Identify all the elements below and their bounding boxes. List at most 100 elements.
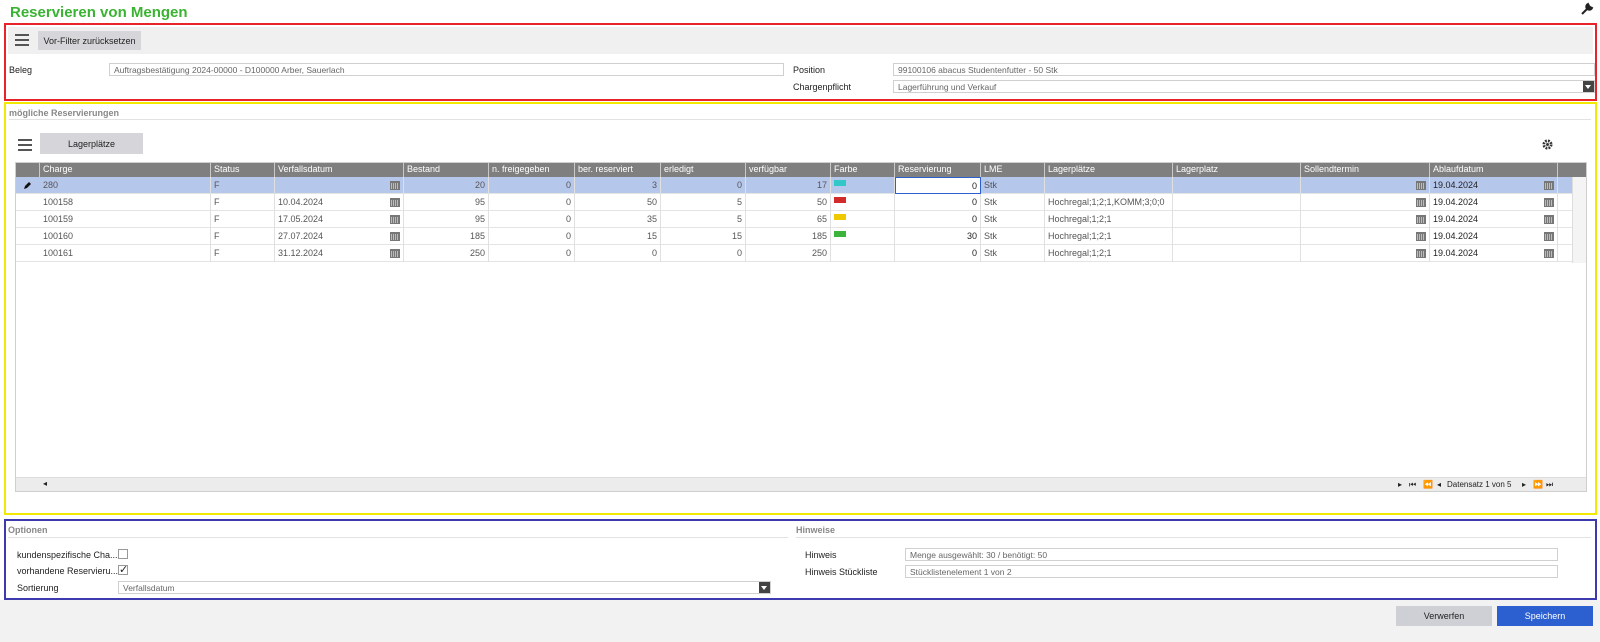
table-cell-erledigt[interactable]: 0: [661, 245, 746, 262]
table-cell-farbe[interactable]: [831, 177, 895, 194]
table-cell-verfall[interactable]: 17.05.2024: [275, 211, 404, 228]
table-cell-nfrei[interactable]: 0: [489, 245, 575, 262]
table-cell-nfrei[interactable]: 0: [489, 228, 575, 245]
menu-icon[interactable]: [15, 34, 29, 46]
calendar-icon[interactable]: [1416, 198, 1426, 207]
table-cell-bestand[interactable]: 95: [404, 211, 489, 228]
table-cell-ablauf[interactable]: 19.04.2024: [1430, 228, 1558, 245]
table-cell-bestand[interactable]: 20: [404, 177, 489, 194]
table-cell-lme[interactable]: Stk: [981, 177, 1045, 194]
table-cell-verfuegbar[interactable]: 185: [746, 228, 831, 245]
table-cell-status[interactable]: F: [211, 228, 275, 245]
table-cell-nfrei[interactable]: 0: [489, 211, 575, 228]
calendar-icon[interactable]: [1416, 232, 1426, 241]
column-header-verfallsdatum[interactable]: Verfallsdatum: [275, 163, 404, 177]
pager-scroll-icon[interactable]: ▸: [1398, 480, 1403, 489]
column-header-erledigt[interactable]: erledigt: [661, 163, 746, 177]
table-cell-charge[interactable]: 100158: [40, 194, 211, 211]
column-header-ber-reserviert[interactable]: ber. reserviert: [575, 163, 661, 177]
table-cell-farbe[interactable]: [831, 228, 895, 245]
table-cell-bestand[interactable]: 95: [404, 194, 489, 211]
chevron-down-icon[interactable]: [1583, 81, 1594, 92]
column-header-charge[interactable]: Charge: [40, 163, 211, 177]
table-cell-erledigt[interactable]: 5: [661, 194, 746, 211]
wrench-icon[interactable]: [1580, 2, 1594, 16]
table-cell-soll[interactable]: [1301, 194, 1430, 211]
table-cell-ablauf[interactable]: 19.04.2024: [1430, 177, 1558, 194]
table-cell-reservierung[interactable]: 30: [895, 228, 981, 245]
column-header-ablaufdatum[interactable]: Ablaufdatum: [1430, 163, 1558, 177]
table-cell-verfall[interactable]: 27.07.2024: [275, 228, 404, 245]
table-cell-verfuegbar[interactable]: 250: [746, 245, 831, 262]
table-cell-reservierung[interactable]: 0: [895, 177, 981, 194]
table-cell-verfuegbar[interactable]: 65: [746, 211, 831, 228]
calendar-icon[interactable]: [390, 181, 400, 190]
table-cell-status[interactable]: F: [211, 245, 275, 262]
last-page-icon[interactable]: ⏭: [1546, 480, 1554, 489]
table-cell-lagerplaetze[interactable]: [1045, 177, 1173, 194]
table-cell-berres[interactable]: 15: [575, 228, 661, 245]
vertical-scrollbar[interactable]: [1572, 177, 1586, 263]
table-cell-lagerplatz[interactable]: [1173, 245, 1301, 262]
table-cell-lagerplatz[interactable]: [1173, 211, 1301, 228]
table-cell-reservierung[interactable]: 0: [895, 245, 981, 262]
calendar-icon[interactable]: [1544, 215, 1554, 224]
calendar-icon[interactable]: [1544, 181, 1554, 190]
table-cell-bestand[interactable]: 185: [404, 228, 489, 245]
table-cell-verfall[interactable]: 10.04.2024: [275, 194, 404, 211]
column-header-lagerplaetze[interactable]: Lagerplätze: [1045, 163, 1173, 177]
table-cell-berres[interactable]: 50: [575, 194, 661, 211]
table-cell-charge[interactable]: 100161: [40, 245, 211, 262]
table-row[interactable]: 100160 F 27.07.2024 185 0 15 15 185 30 Stk Hochreg…: [16, 228, 1586, 245]
chevron-down-icon[interactable]: [759, 582, 770, 593]
table-row[interactable]: 100161 F 31.12.2024 250 0 0 0 250 0 Stk Hochregal;…: [16, 245, 1586, 262]
calendar-icon[interactable]: [1416, 249, 1426, 258]
column-header-farbe[interactable]: Farbe: [831, 163, 895, 177]
scroll-left-icon[interactable]: ◂: [43, 479, 48, 488]
kundenspezifisch-checkbox[interactable]: [118, 549, 128, 559]
table-cell-reservierung[interactable]: 0: [895, 194, 981, 211]
table-cell-erledigt[interactable]: 5: [661, 211, 746, 228]
table-cell-status[interactable]: F: [211, 177, 275, 194]
table-cell-lme[interactable]: Stk: [981, 228, 1045, 245]
table-row[interactable]: 280 F 20 0 3 0 17 0 Stk 19.04.2024: [16, 177, 1586, 194]
table-cell-lagerplatz[interactable]: [1173, 228, 1301, 245]
calendar-icon[interactable]: [390, 215, 400, 224]
column-header-reservierung[interactable]: Reservierung: [895, 163, 981, 177]
calendar-icon[interactable]: [1544, 232, 1554, 241]
table-cell-berres[interactable]: 35: [575, 211, 661, 228]
calendar-icon[interactable]: [1416, 215, 1426, 224]
table-cell-lagerplaetze[interactable]: Hochregal;1;2;1,KOMM;3;0;0: [1045, 194, 1173, 211]
table-cell-ablauf[interactable]: 19.04.2024: [1430, 245, 1558, 262]
table-cell-charge[interactable]: 280: [40, 177, 211, 194]
table-cell-ablauf[interactable]: 19.04.2024: [1430, 211, 1558, 228]
table-cell-soll[interactable]: [1301, 211, 1430, 228]
table-cell-lagerplaetze[interactable]: Hochregal;1;2;1: [1045, 211, 1173, 228]
table-cell-lagerplaetze[interactable]: Hochregal;1;2;1: [1045, 245, 1173, 262]
table-cell-erledigt[interactable]: 15: [661, 228, 746, 245]
table-cell-lme[interactable]: Stk: [981, 245, 1045, 262]
previous-pages-icon[interactable]: ⏪: [1423, 480, 1433, 489]
table-cell-farbe[interactable]: [831, 245, 895, 262]
table-cell-soll[interactable]: [1301, 228, 1430, 245]
lagerplaetze-button[interactable]: Lagerplätze: [40, 133, 143, 154]
table-cell-lme[interactable]: Stk: [981, 194, 1045, 211]
table-cell-verfall[interactable]: [275, 177, 404, 194]
table-cell-farbe[interactable]: [831, 211, 895, 228]
stueckliste-field[interactable]: Stücklistenelement 1 von 2: [905, 565, 1558, 578]
calendar-icon[interactable]: [390, 232, 400, 241]
next-pages-icon[interactable]: ⏩: [1533, 480, 1543, 489]
table-cell-verfall[interactable]: 31.12.2024: [275, 245, 404, 262]
sortierung-dropdown[interactable]: Verfallsdatum: [118, 581, 771, 594]
grid-menu-icon[interactable]: [18, 139, 32, 151]
table-cell-reservierung[interactable]: 0: [895, 211, 981, 228]
table-cell-lagerplaetze[interactable]: Hochregal;1;2;1: [1045, 228, 1173, 245]
table-cell-ablauf[interactable]: 19.04.2024: [1430, 194, 1558, 211]
table-row[interactable]: 100158 F 10.04.2024 95 0 50 5 50 0 Stk Hochregal;1…: [16, 194, 1586, 211]
save-button[interactable]: Speichern: [1497, 606, 1593, 626]
table-cell-status[interactable]: F: [211, 194, 275, 211]
column-header-bestand[interactable]: Bestand: [404, 163, 489, 177]
table-cell-bestand[interactable]: 250: [404, 245, 489, 262]
gear-icon[interactable]: [1542, 139, 1553, 150]
chargenpflicht-dropdown[interactable]: Lagerführung und Verkauf: [893, 80, 1595, 93]
